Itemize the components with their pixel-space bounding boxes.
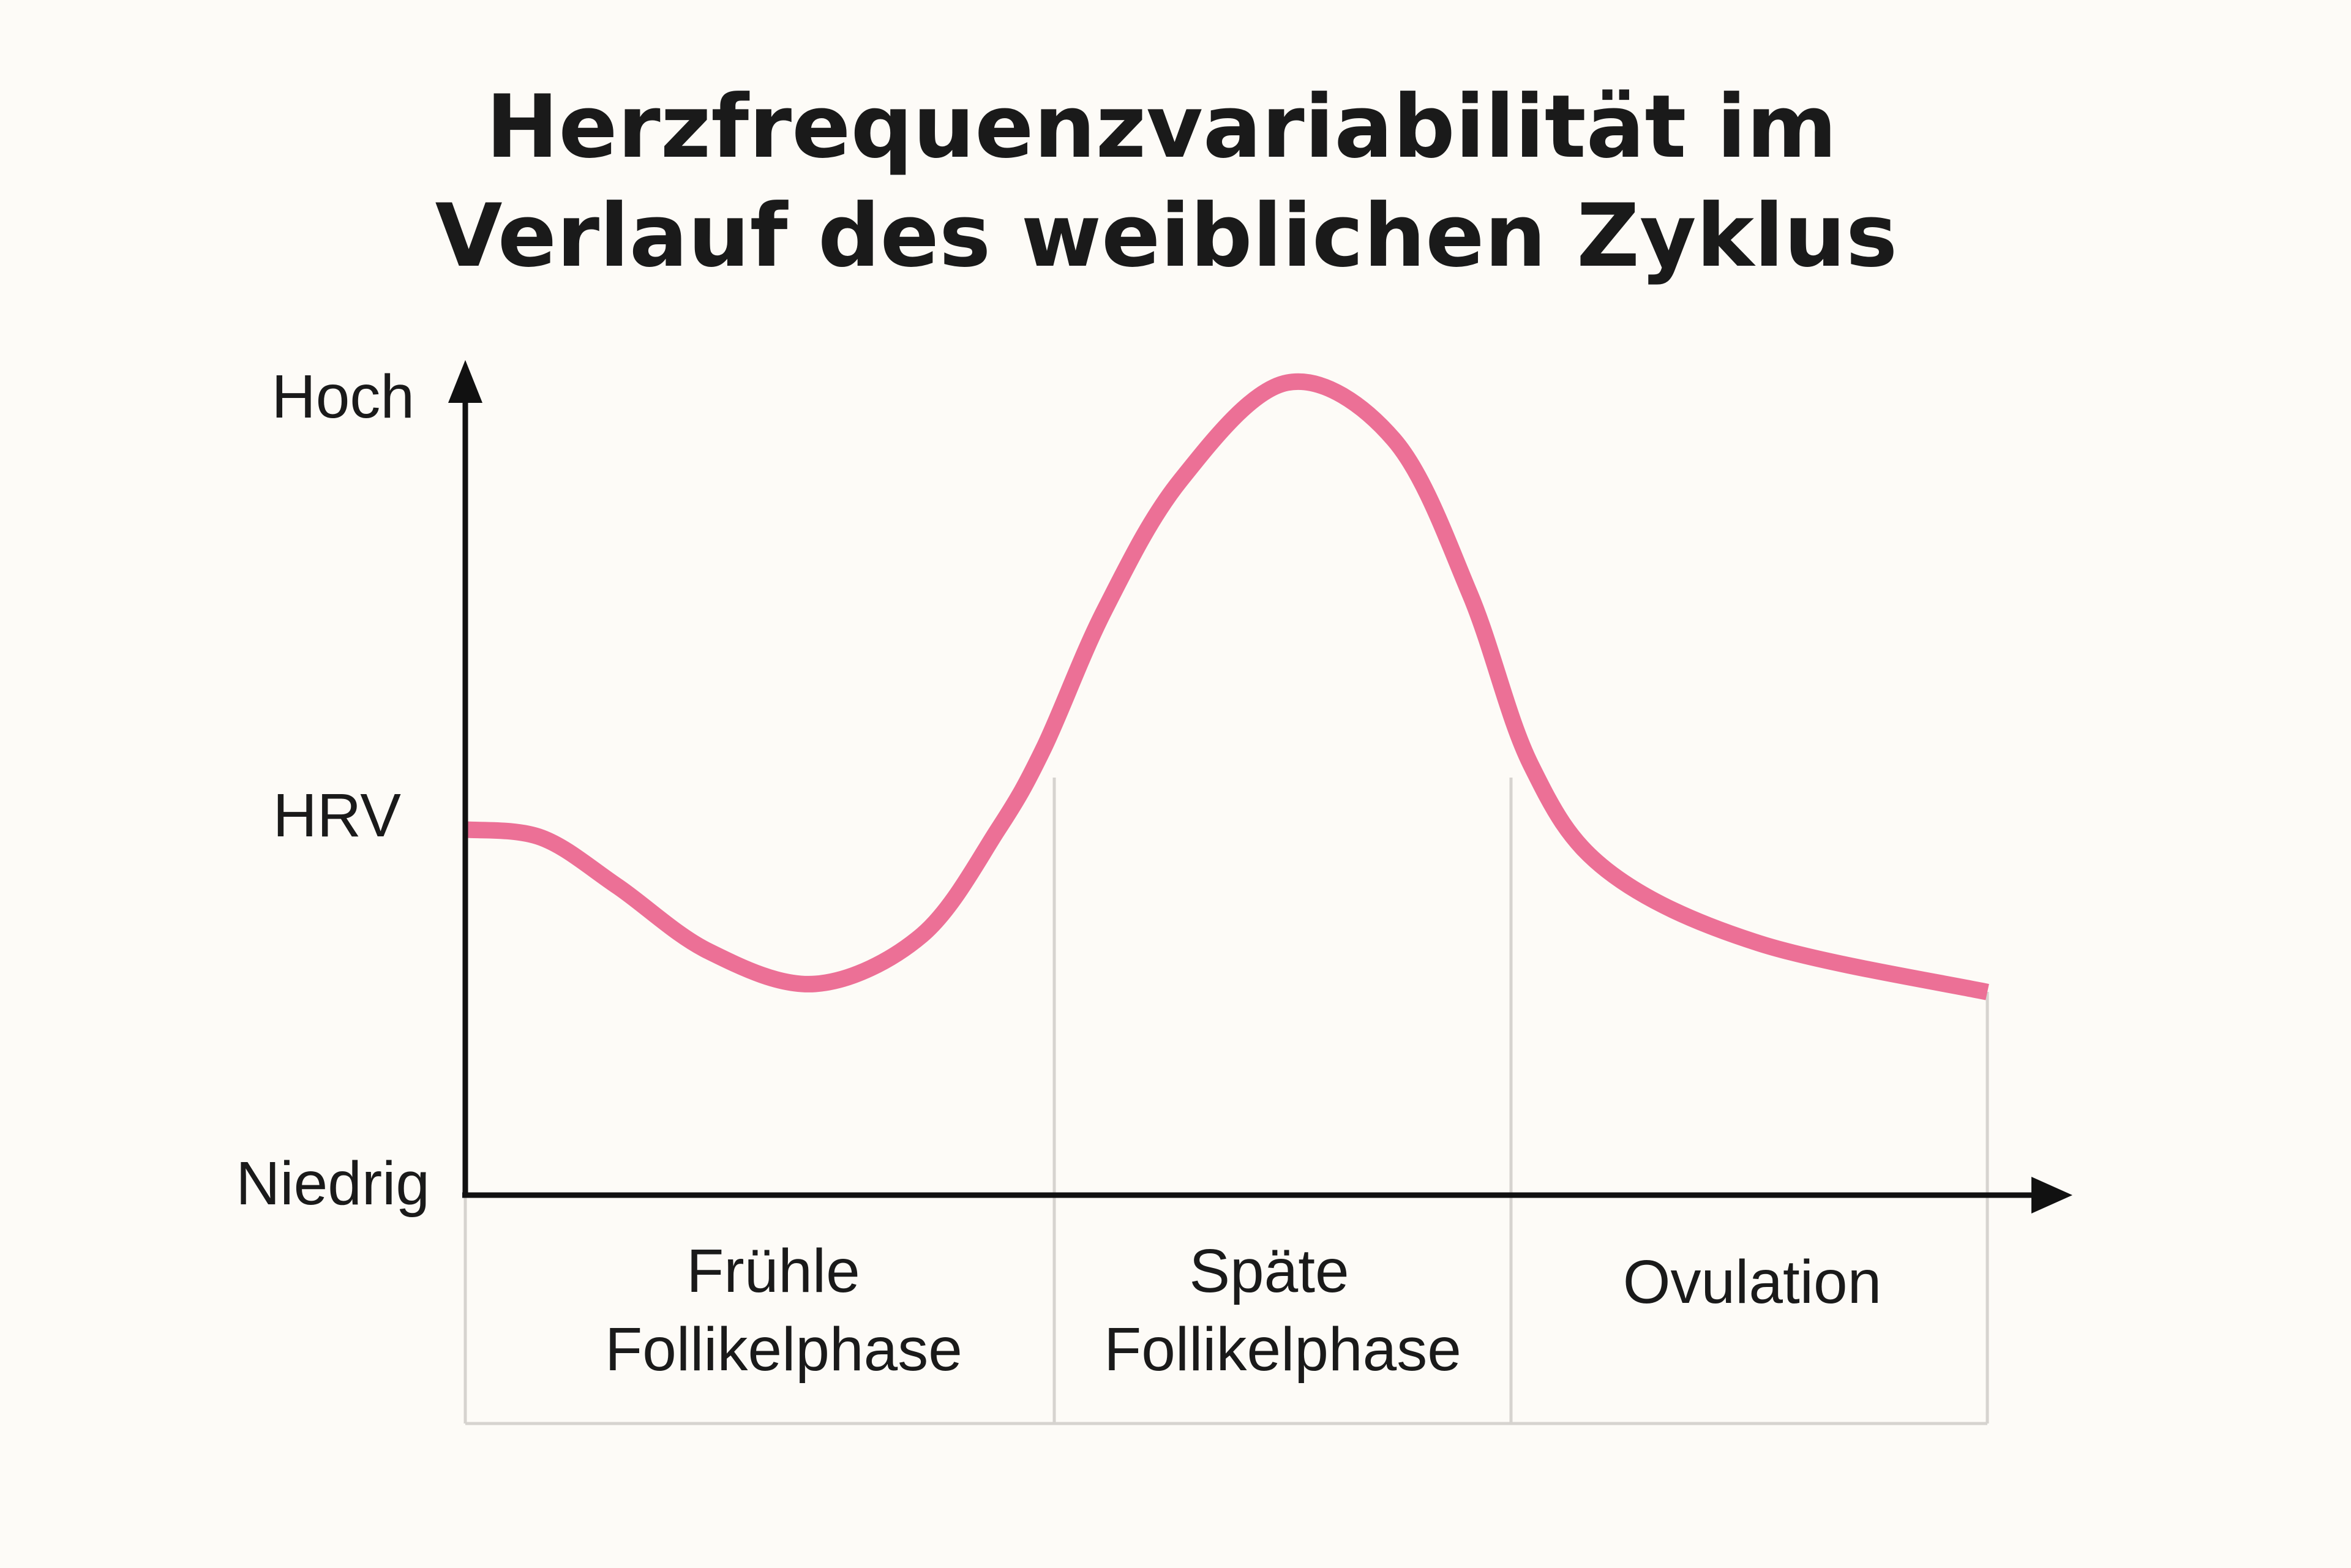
phase-label-late-follicular-line-2: Follikelphase	[1104, 1315, 1461, 1384]
phase-label-ovulation: Ovulation	[1623, 1248, 1881, 1316]
y-axis-arrow-icon	[448, 360, 482, 403]
x-axis-arrow-icon	[2031, 1177, 2072, 1214]
chart-title-line-2: Verlauf des weiblichen Zyklus	[435, 186, 1898, 287]
y-high-label: Hoch	[272, 362, 414, 431]
y-axis-label: HRV	[273, 781, 402, 850]
chart-title-line-1: Herzfrequenzvariabilität im	[486, 77, 1837, 178]
hrv-curve	[464, 373, 1989, 1000]
phase-label-early-follicular-line-1: Frühle	[686, 1237, 860, 1305]
phase-grid	[463, 778, 1989, 1425]
phase-label-early-follicular-line-2: Follikelphase	[605, 1315, 962, 1384]
y-low-label: Niedrig	[236, 1149, 430, 1218]
phase-label-late-follicular-line-1: Späte	[1189, 1237, 1349, 1305]
